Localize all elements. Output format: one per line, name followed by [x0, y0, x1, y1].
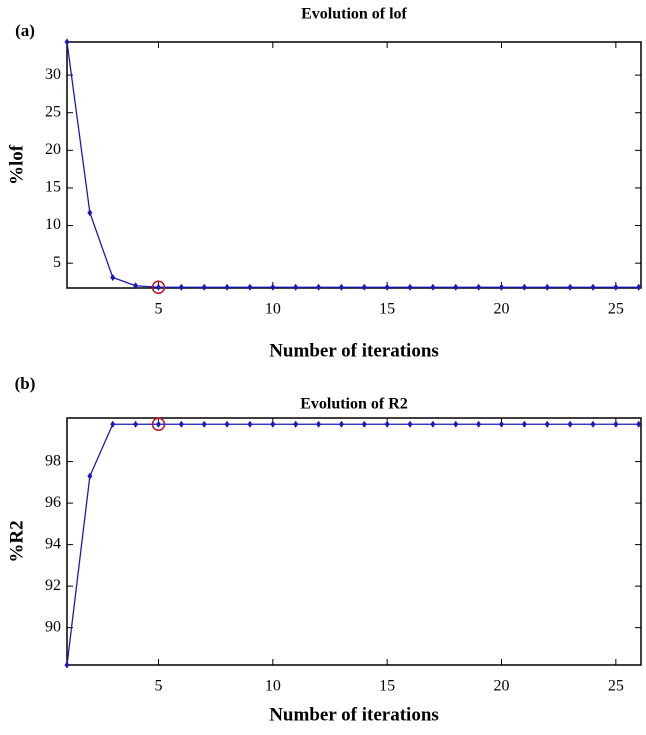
y-tick-label: 94 [45, 535, 61, 552]
point [293, 283, 299, 291]
point [338, 420, 344, 428]
y-axis-label: %R2 [6, 520, 27, 562]
series-line [66, 41, 639, 288]
y-tick-label: 10 [45, 216, 61, 233]
point [567, 420, 573, 428]
panel-label: (b) [15, 374, 36, 393]
point [87, 472, 93, 480]
x-tick-label: 10 [265, 678, 281, 695]
x-tick-label: 10 [265, 301, 281, 318]
point [567, 283, 573, 291]
y-tick-label: 96 [45, 494, 61, 511]
plot-frame [66, 41, 642, 289]
point [384, 283, 390, 291]
point [613, 420, 619, 428]
point [155, 420, 161, 428]
point [87, 209, 93, 217]
point [453, 283, 459, 291]
x-tick-label: 25 [608, 678, 624, 695]
chart-title: Evolution of lof [301, 6, 407, 23]
y-tick-label: 20 [45, 141, 61, 158]
point [110, 420, 116, 428]
point [636, 283, 642, 291]
point [110, 273, 116, 281]
point [476, 420, 482, 428]
point [544, 283, 550, 291]
point [201, 283, 207, 291]
point [247, 420, 253, 428]
point [430, 420, 436, 428]
point [64, 661, 70, 669]
x-tick-label: 20 [494, 301, 510, 318]
point [155, 283, 161, 291]
point [476, 283, 482, 291]
point [270, 420, 276, 428]
y-tick-label: 30 [45, 66, 61, 83]
point [499, 283, 505, 291]
x-axis-label: Number of iterations [269, 340, 439, 361]
y-tick-label: 90 [45, 618, 61, 635]
point [224, 420, 230, 428]
point [613, 283, 619, 291]
point [590, 420, 596, 428]
x-tick-label: 20 [494, 678, 510, 695]
point [361, 420, 367, 428]
point [316, 283, 322, 291]
point [270, 283, 276, 291]
x-tick-label: 25 [608, 301, 624, 318]
x-axis-label: Number of iterations [269, 704, 439, 725]
point [521, 420, 527, 428]
panel-label: (a) [15, 21, 35, 40]
point [544, 420, 550, 428]
point [338, 283, 344, 291]
series-line [66, 423, 639, 666]
point [64, 38, 70, 46]
point [430, 283, 436, 291]
point [384, 420, 390, 428]
y-tick-label: 92 [45, 577, 61, 594]
y-tick-label: 15 [45, 179, 61, 196]
x-tick-label: 5 [154, 678, 162, 695]
y-tick-label: 98 [45, 452, 61, 469]
point [521, 283, 527, 291]
point [316, 420, 322, 428]
highlight-marker [151, 280, 166, 294]
point [247, 283, 253, 291]
point [293, 420, 299, 428]
y-tick-label: 5 [53, 254, 61, 271]
highlight-marker [151, 417, 166, 431]
point [407, 420, 413, 428]
plot-frame [66, 417, 642, 666]
y-tick-label: 25 [45, 103, 61, 120]
point [453, 420, 459, 428]
x-tick-label: 15 [379, 678, 395, 695]
point [361, 283, 367, 291]
point [133, 282, 139, 290]
point [178, 420, 184, 428]
point [201, 420, 207, 428]
x-tick-label: 5 [154, 301, 162, 318]
point [178, 283, 184, 291]
y-axis-label: %lof [6, 144, 27, 185]
point [590, 283, 596, 291]
point [407, 283, 413, 291]
chart-title: Evolution of R2 [300, 396, 408, 413]
point [636, 420, 642, 428]
point [133, 420, 139, 428]
point [499, 420, 505, 428]
point [224, 283, 230, 291]
x-tick-label: 15 [379, 301, 395, 318]
